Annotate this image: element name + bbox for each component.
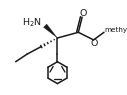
Text: $\mathregular{H_2N}$: $\mathregular{H_2N}$ <box>22 16 42 29</box>
Text: methyl: methyl <box>105 27 127 33</box>
Text: O: O <box>90 39 98 48</box>
Polygon shape <box>43 24 57 38</box>
Text: O: O <box>79 9 87 18</box>
